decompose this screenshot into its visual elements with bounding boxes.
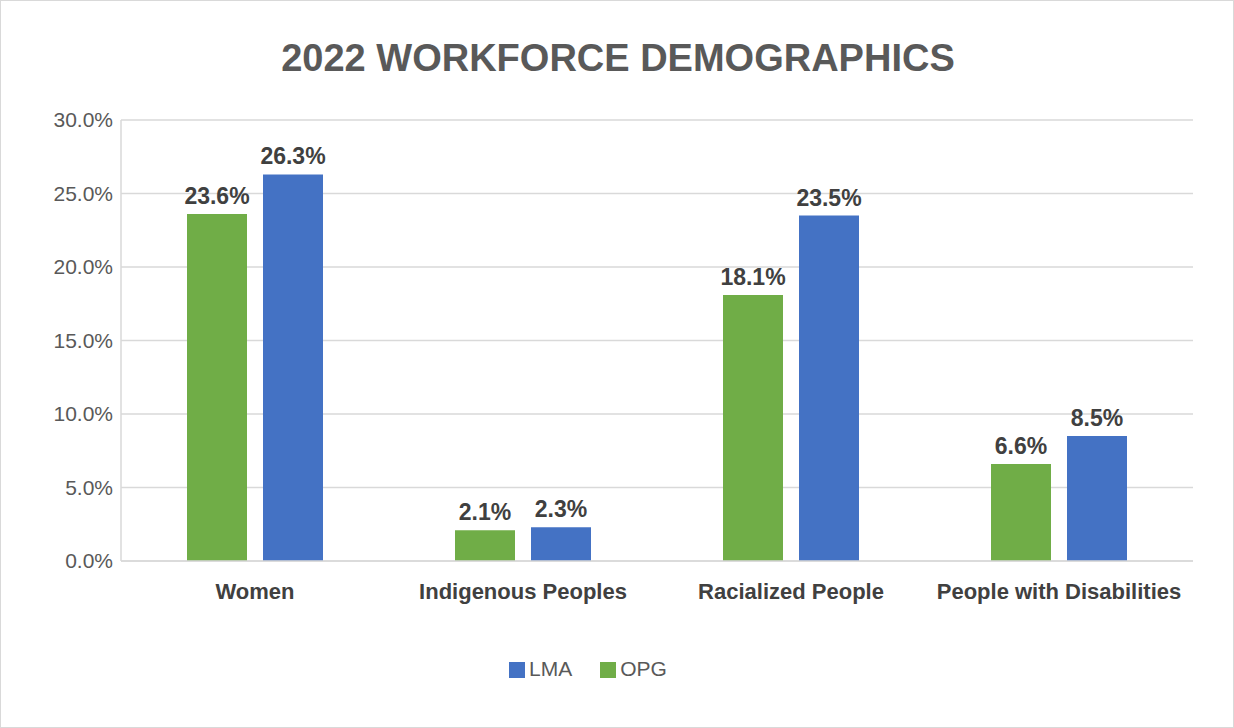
svg-text:20.0%: 20.0% xyxy=(53,255,113,278)
svg-text:Indigenous Peoples: Indigenous Peoples xyxy=(419,579,627,604)
html-text:2022 WORKFORCE DEMOGRAPHICS: 2022 WORKFORCE DEMOGRAPHICS xyxy=(281,37,955,79)
svg-text:26.3%: 26.3% xyxy=(260,143,325,169)
svg-text:0.0%: 0.0% xyxy=(65,549,113,572)
svg-text:8.5%: 8.5% xyxy=(1071,405,1123,431)
svg-text:2.3%: 2.3% xyxy=(535,496,587,522)
svg-text:5.0%: 5.0% xyxy=(65,476,113,499)
svg-text:People with Disabilities: People with Disabilities xyxy=(937,579,1182,604)
html-text:OPG: OPG xyxy=(620,657,667,680)
svg-text:2.1%: 2.1% xyxy=(459,499,511,525)
svg-text:18.1%: 18.1% xyxy=(720,264,785,290)
svg-text:23.5%: 23.5% xyxy=(796,185,861,211)
svg-text:25.0%: 25.0% xyxy=(53,182,113,205)
svg-text:Women: Women xyxy=(215,579,294,604)
svg-text:23.6%: 23.6% xyxy=(184,183,249,209)
svg-text:15.0%: 15.0% xyxy=(53,329,113,352)
svg-text:10.0%: 10.0% xyxy=(53,402,113,425)
svg-text:Racialized People: Racialized People xyxy=(698,579,884,604)
svg-text:6.6%: 6.6% xyxy=(995,433,1047,459)
svg-text:30.0%: 30.0% xyxy=(53,108,113,131)
html-text:LMA: LMA xyxy=(529,657,573,680)
